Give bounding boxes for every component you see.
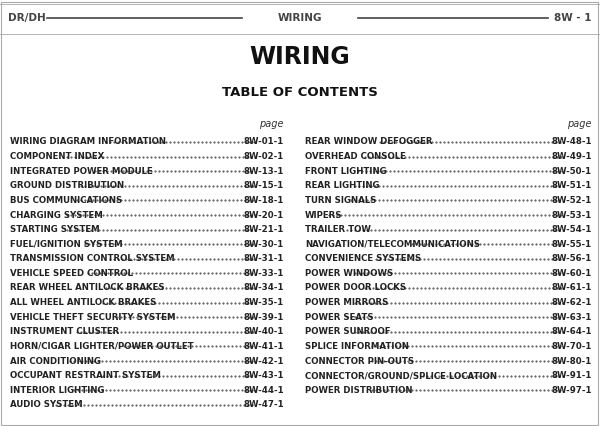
Text: 8W-40-1: 8W-40-1 [244, 327, 284, 336]
Text: WIRING: WIRING [250, 45, 350, 69]
Text: 8W-70-1: 8W-70-1 [551, 342, 592, 351]
Text: 8W-01-1: 8W-01-1 [244, 138, 284, 147]
Text: AIR CONDITIONING: AIR CONDITIONING [10, 357, 101, 366]
Text: 8W-60-1: 8W-60-1 [552, 269, 592, 278]
Text: TRAILER TOW: TRAILER TOW [305, 225, 371, 234]
Text: 8W-18-1: 8W-18-1 [244, 196, 284, 205]
Text: 8W-33-1: 8W-33-1 [244, 269, 284, 278]
Text: COMPONENT INDEX: COMPONENT INDEX [10, 152, 104, 161]
Text: 8W-43-1: 8W-43-1 [244, 371, 284, 380]
Text: 8W-62-1: 8W-62-1 [551, 298, 592, 307]
Text: POWER MIRRORS: POWER MIRRORS [305, 298, 388, 307]
Text: 8W-56-1: 8W-56-1 [552, 254, 592, 263]
Text: 8W-50-1: 8W-50-1 [552, 167, 592, 176]
Text: 8W-52-1: 8W-52-1 [552, 196, 592, 205]
Text: WIPERS: WIPERS [305, 210, 343, 219]
Text: TRANSMISSION CONTROL SYSTEM: TRANSMISSION CONTROL SYSTEM [10, 254, 175, 263]
Text: 8W-15-1: 8W-15-1 [244, 181, 284, 190]
Text: NAVIGATION/TELECOMMUNICATIONS: NAVIGATION/TELECOMMUNICATIONS [305, 240, 480, 249]
Text: REAR LIGHTING: REAR LIGHTING [305, 181, 380, 190]
Text: 8W-61-1: 8W-61-1 [551, 283, 592, 293]
Text: HORN/CIGAR LIGHTER/POWER OUTLET: HORN/CIGAR LIGHTER/POWER OUTLET [10, 342, 194, 351]
Text: POWER DOOR LOCKS: POWER DOOR LOCKS [305, 283, 406, 293]
Text: REAR WINDOW DEFOGGER: REAR WINDOW DEFOGGER [305, 138, 433, 147]
Text: BUS COMMUNICATIONS: BUS COMMUNICATIONS [10, 196, 122, 205]
Text: REAR WHEEL ANTILOCK BRAKES: REAR WHEEL ANTILOCK BRAKES [10, 283, 164, 293]
Text: INTEGRATED POWER MODULE: INTEGRATED POWER MODULE [10, 167, 153, 176]
Text: 8W-49-1: 8W-49-1 [551, 152, 592, 161]
Text: VEHICLE SPEED CONTROL: VEHICLE SPEED CONTROL [10, 269, 133, 278]
Text: FRONT LIGHTING: FRONT LIGHTING [305, 167, 386, 176]
Text: 8W-13-1: 8W-13-1 [244, 167, 284, 176]
Text: CONNECTOR PIN-OUTS: CONNECTOR PIN-OUTS [305, 357, 414, 366]
Text: 8W-91-1: 8W-91-1 [551, 371, 592, 380]
Text: POWER DISTRIBUTION: POWER DISTRIBUTION [305, 386, 413, 395]
Text: POWER SEATS: POWER SEATS [305, 313, 374, 322]
Text: 8W-02-1: 8W-02-1 [244, 152, 284, 161]
Text: 8W-41-1: 8W-41-1 [244, 342, 284, 351]
Text: 8W-35-1: 8W-35-1 [244, 298, 284, 307]
Text: 8W-39-1: 8W-39-1 [244, 313, 284, 322]
Text: 8W-97-1: 8W-97-1 [551, 386, 592, 395]
Text: CONVENIENCE SYSTEMS: CONVENIENCE SYSTEMS [305, 254, 421, 263]
Text: 8W-48-1: 8W-48-1 [551, 138, 592, 147]
Text: 8W-63-1: 8W-63-1 [551, 313, 592, 322]
Text: 8W-31-1: 8W-31-1 [244, 254, 284, 263]
Text: 8W-30-1: 8W-30-1 [244, 240, 284, 249]
Text: AUDIO SYSTEM: AUDIO SYSTEM [10, 400, 83, 409]
Text: CHARGING SYSTEM: CHARGING SYSTEM [10, 210, 103, 219]
Text: OCCUPANT RESTRAINT SYSTEM: OCCUPANT RESTRAINT SYSTEM [10, 371, 161, 380]
Text: STARTING SYSTEM: STARTING SYSTEM [10, 225, 100, 234]
Text: OVERHEAD CONSOLE: OVERHEAD CONSOLE [305, 152, 406, 161]
Text: VEHICLE THEFT SECURITY SYSTEM: VEHICLE THEFT SECURITY SYSTEM [10, 313, 176, 322]
Text: page: page [568, 119, 592, 129]
Text: 8W - 1: 8W - 1 [554, 13, 592, 23]
Text: GROUND DISTRIBUTION: GROUND DISTRIBUTION [10, 181, 124, 190]
Text: 8W-42-1: 8W-42-1 [244, 357, 284, 366]
Text: CONNECTOR/GROUND/SPLICE LOCATION: CONNECTOR/GROUND/SPLICE LOCATION [305, 371, 497, 380]
Text: 8W-54-1: 8W-54-1 [551, 225, 592, 234]
Text: SPLICE INFORMATION: SPLICE INFORMATION [305, 342, 409, 351]
Text: 8W-64-1: 8W-64-1 [551, 327, 592, 336]
Text: INSTRUMENT CLUSTER: INSTRUMENT CLUSTER [10, 327, 119, 336]
Text: INTERIOR LIGHTING: INTERIOR LIGHTING [10, 386, 104, 395]
Text: 8W-34-1: 8W-34-1 [244, 283, 284, 293]
Text: 8W-20-1: 8W-20-1 [244, 210, 284, 219]
Text: WIRING DIAGRAM INFORMATION: WIRING DIAGRAM INFORMATION [10, 138, 166, 147]
Text: 8W-44-1: 8W-44-1 [244, 386, 284, 395]
Text: ALL WHEEL ANTILOCK BRAKES: ALL WHEEL ANTILOCK BRAKES [10, 298, 157, 307]
Text: TURN SIGNALS: TURN SIGNALS [305, 196, 376, 205]
Text: 8W-21-1: 8W-21-1 [244, 225, 284, 234]
Text: DR/DH: DR/DH [8, 13, 46, 23]
Text: TABLE OF CONTENTS: TABLE OF CONTENTS [222, 86, 378, 100]
Text: 8W-51-1: 8W-51-1 [552, 181, 592, 190]
Text: 8W-80-1: 8W-80-1 [552, 357, 592, 366]
Text: 8W-55-1: 8W-55-1 [552, 240, 592, 249]
Text: page: page [260, 119, 284, 129]
Text: POWER SUNROOF: POWER SUNROOF [305, 327, 391, 336]
Text: 8W-53-1: 8W-53-1 [552, 210, 592, 219]
Text: POWER WINDOWS: POWER WINDOWS [305, 269, 393, 278]
Text: 8W-47-1: 8W-47-1 [244, 400, 284, 409]
Text: WIRING: WIRING [278, 13, 322, 23]
Text: FUEL/IGNITION SYSTEM: FUEL/IGNITION SYSTEM [10, 240, 122, 249]
